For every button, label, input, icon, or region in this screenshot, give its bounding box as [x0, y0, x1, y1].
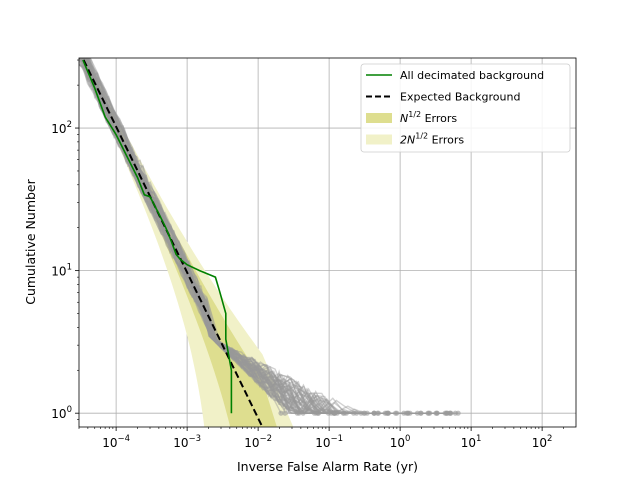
- trace-end-marker: [443, 410, 450, 416]
- trace-end-marker: [382, 410, 388, 416]
- trace-end-marker: [375, 410, 382, 416]
- x-tick-label: 10−4: [102, 434, 130, 450]
- legend-label: Expected Background: [400, 91, 520, 104]
- background-trace: [83, 58, 375, 414]
- expected-background-line: [81, 58, 264, 427]
- y-axis-label: Cumulative Number: [23, 178, 38, 304]
- background-trace: [79, 63, 319, 414]
- trace-end-marker: [455, 410, 461, 416]
- background-trace: [79, 58, 317, 414]
- trace-end-marker: [282, 410, 288, 416]
- background-trace: [83, 58, 368, 415]
- background-trace: [82, 58, 332, 415]
- background-trace: [86, 58, 408, 415]
- series-lines: [81, 58, 264, 427]
- background-trace: [82, 58, 404, 414]
- background-trace: [79, 58, 319, 414]
- background-trace: [81, 58, 456, 414]
- background-trace: [82, 58, 447, 414]
- background-trace: [84, 58, 438, 415]
- y-tick-label: 100: [51, 405, 72, 421]
- legend-swatch-patch: [366, 134, 392, 145]
- x-tick-label: 10−2: [244, 434, 272, 450]
- trace-end-marker: [426, 410, 432, 416]
- y-tick-label: 101: [51, 263, 72, 279]
- background-trace: [88, 58, 354, 414]
- x-axis-label: Inverse False Alarm Rate (yr): [237, 459, 418, 474]
- background-trace: [83, 58, 344, 414]
- x-tick-label: 10−1: [315, 434, 343, 450]
- background-trace: [79, 58, 386, 414]
- background-trace: [82, 58, 282, 414]
- trace-end-marker: [315, 410, 322, 416]
- y-axis-ticks: 100 101 102: [51, 59, 79, 421]
- band-n-sqrt: [80, 58, 277, 427]
- x-tick-label: 102: [532, 434, 553, 450]
- background-trace: [85, 58, 364, 414]
- background-trace: [89, 58, 436, 415]
- legend-swatch-patch: [366, 113, 392, 123]
- trace-end-marker: [294, 410, 300, 416]
- legend-label: N1/2 Errors: [400, 110, 457, 125]
- x-tick-label: 10−3: [173, 434, 201, 450]
- trace-end-marker: [300, 410, 306, 416]
- trace-end-marker: [353, 410, 360, 416]
- x-tick-label: 101: [461, 434, 482, 450]
- plot-frame: [78, 57, 577, 428]
- y-tick-label: 102: [51, 120, 72, 136]
- band-2n-sqrt: [79, 58, 294, 427]
- trace-end-marker: [414, 410, 421, 416]
- background-trace: [79, 63, 347, 414]
- decimated-background-line: [82, 59, 233, 414]
- trace-end-marker: [340, 410, 346, 416]
- background-trace: [79, 58, 429, 414]
- background-trace: [79, 59, 335, 414]
- trace-end-marker: [401, 410, 407, 416]
- trace-end-marker: [392, 410, 399, 416]
- x-tick-label: 100: [390, 434, 411, 450]
- trace-end-marker: [361, 410, 367, 416]
- trace-end-marker: [447, 410, 454, 416]
- x-axis-ticks: 10−4 10−3 10−2 10−1 100 101 102: [78, 427, 564, 450]
- trace-end-marker: [405, 410, 411, 416]
- background-trace: [89, 58, 345, 414]
- background-trace: [87, 58, 366, 414]
- legend-label: All decimated background: [400, 69, 544, 82]
- background-trace: [85, 58, 407, 415]
- legend-box: [360, 63, 571, 153]
- background-trace: [85, 58, 335, 415]
- background-trace: [79, 64, 428, 414]
- background-trace: [85, 58, 430, 415]
- trace-end-marker: [332, 410, 338, 416]
- trace-end-marker: [325, 410, 332, 416]
- error-bands: [79, 58, 294, 427]
- trace-end-marker: [371, 410, 377, 416]
- legend: All decimated background Expected Backgro…: [360, 63, 571, 153]
- background-trace: [79, 58, 361, 414]
- background-trace: [86, 58, 299, 414]
- trace-end-marker: [278, 410, 284, 416]
- legend-label: 2N1/2 Errors: [400, 132, 464, 147]
- background-trace: [84, 58, 335, 414]
- background-trace: [79, 58, 329, 414]
- background-trace: [81, 58, 451, 414]
- trace-end-marker: [433, 410, 439, 416]
